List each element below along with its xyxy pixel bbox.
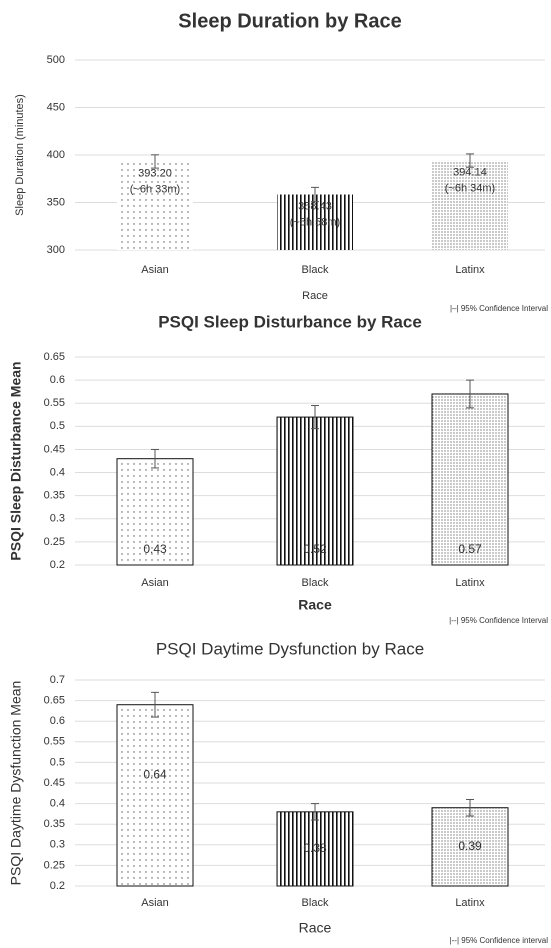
y-tick-label: 0.25 [44, 536, 65, 548]
x-tick-label: Black [302, 577, 329, 589]
y-tick-label: 0.4 [50, 466, 65, 478]
value-label: 0.38 [303, 841, 327, 855]
bar [431, 807, 509, 887]
x-tick-label: Latinx [455, 577, 485, 589]
y-tick-label: 0.65 [44, 351, 65, 363]
value-label: 0.64 [143, 768, 167, 782]
y-tick-label: 300 [47, 244, 65, 256]
chart-title: PSQI Sleep Disturbance by Race [158, 312, 422, 331]
value-label: (~6h 34m) [445, 182, 495, 194]
bar [432, 160, 508, 250]
annotation: |--| 95% Confidence Interval [449, 616, 548, 625]
y-tick-label: 0.5 [50, 420, 65, 432]
y-tick-label: 0.3 [50, 513, 65, 525]
y-tick-label: 450 [47, 101, 65, 113]
value-label: 358.43 [298, 200, 332, 212]
y-tick-label: 0.6 [50, 715, 65, 727]
y-tick-label: 0.45 [44, 443, 65, 455]
y-tick-label: 0.35 [44, 490, 65, 502]
value-label: 0.57 [458, 542, 482, 556]
x-tick-label: Asian [141, 577, 169, 589]
y-tick-label: 0.25 [44, 859, 65, 871]
bar [276, 811, 354, 887]
chart-title: PSQI Daytime Dysfunction by Race [156, 639, 424, 658]
y-tick-label: 0.65 [44, 695, 65, 707]
y-axis-label: PSQI Sleep Disturbance Mean [8, 361, 24, 560]
value-label: 0.39 [458, 839, 482, 853]
value-label: 0.52 [303, 542, 327, 556]
x-tick-label: Latinx [455, 264, 485, 276]
x-tick-label: Latinx [455, 897, 485, 909]
chart-title: Sleep Duration by Race [178, 10, 401, 32]
bar [116, 458, 194, 566]
y-tick-label: 0.6 [50, 374, 65, 386]
x-axis-label: Race [299, 920, 332, 936]
y-tick-label: 0.2 [50, 880, 65, 892]
bar [431, 393, 509, 566]
y-axis-label: PSQI Daytime Dysfunction Mean [8, 681, 24, 886]
value-label: (~6h 33m) [130, 183, 180, 195]
value-label: 394.14 [453, 166, 487, 178]
y-tick-label: 0.55 [44, 397, 65, 409]
bar [116, 704, 194, 887]
annotation: |–| 95% Confidence Interval [450, 304, 548, 313]
x-tick-label: Black [302, 897, 329, 909]
x-axis-label: Race [302, 290, 328, 302]
y-axis-label: Sleep Duration (minutes) [14, 94, 26, 216]
y-tick-label: 0.35 [44, 818, 65, 830]
bar [117, 161, 193, 250]
y-tick-label: 0.4 [50, 798, 65, 810]
y-tick-label: 350 [47, 196, 65, 208]
x-axis-label: Race [298, 597, 332, 613]
y-tick-label: 0.55 [44, 736, 65, 748]
y-tick-label: 0.7 [50, 674, 65, 686]
x-tick-label: Asian [141, 264, 169, 276]
y-tick-label: 0.45 [44, 777, 65, 789]
annotation: |--| 95% Confidence interval [450, 936, 549, 945]
bar [276, 416, 354, 566]
x-tick-label: Asian [141, 897, 169, 909]
value-label: (~5h 58m) [290, 216, 340, 228]
y-tick-label: 0.3 [50, 839, 65, 851]
x-tick-label: Black [302, 264, 329, 276]
bar [277, 194, 353, 250]
value-label: 393.20 [138, 167, 172, 179]
y-tick-label: 500 [47, 54, 65, 66]
y-tick-label: 0.2 [50, 559, 65, 571]
y-tick-label: 0.5 [50, 756, 65, 768]
value-label: 0.43 [143, 542, 167, 556]
y-tick-label: 400 [47, 149, 65, 161]
